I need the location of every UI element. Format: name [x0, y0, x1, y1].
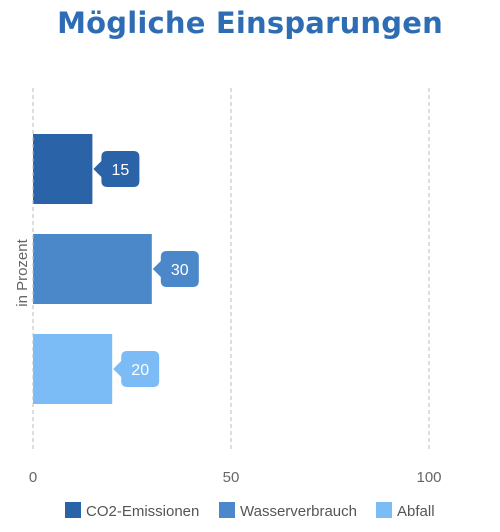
data-label-bubble [93, 151, 140, 187]
legend-label: CO2-Emissionen [86, 503, 199, 520]
bar-co2-emissionen [33, 134, 93, 204]
x-tick-label: 50 [223, 469, 240, 486]
data-label: 15 [112, 162, 130, 179]
bar-abfall [33, 334, 113, 404]
x-tick-label: 100 [416, 469, 441, 486]
legend-swatch [376, 502, 392, 518]
legend-swatch [65, 502, 81, 518]
data-label: 20 [131, 362, 149, 379]
chart-title: Mögliche Einsparungen [57, 6, 443, 40]
legend-swatch [219, 502, 235, 518]
data-label-bubble [113, 351, 160, 387]
y-axis-label: in Prozent [14, 238, 31, 306]
data-label: 30 [171, 262, 189, 279]
legend-label: Abfall [397, 503, 435, 520]
data-label-bubble [152, 251, 199, 287]
legend-label: Wasserverbrauch [240, 503, 357, 520]
x-tick-label: 0 [29, 469, 37, 486]
bar-wasserverbrauch [33, 234, 152, 304]
